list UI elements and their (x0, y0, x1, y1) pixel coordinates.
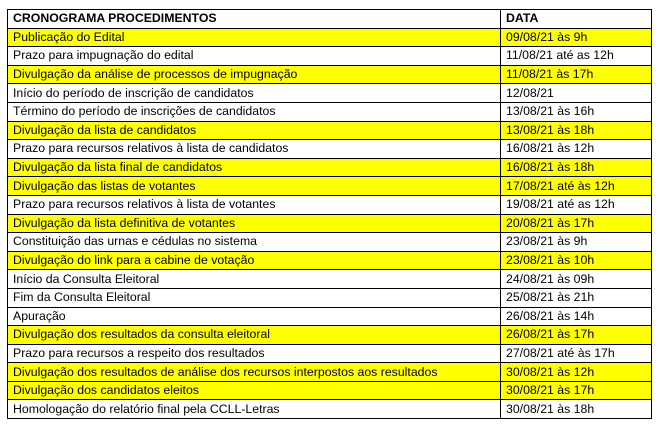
procedure-cell: Fim da Consulta Eleitoral (7, 287, 501, 308)
table-row: Homologação do relatório final pela CCLL… (7, 399, 652, 420)
date-cell: 30/08/21 às 17h (500, 380, 652, 401)
schedule-table: CRONOGRAMA PROCEDIMENTOS DATA Publicação… (7, 9, 652, 420)
procedure-cell: Prazo para recursos a respeito dos resul… (7, 343, 501, 364)
date-cell: 09/08/21 às 9h (500, 27, 652, 48)
table-header-row: CRONOGRAMA PROCEDIMENTOS DATA (7, 9, 652, 29)
date-cell: 13/08/21 às 18h (500, 120, 652, 141)
procedure-cell: Divulgação da lista de candidatos (7, 120, 501, 141)
header-date: DATA (500, 9, 652, 29)
date-cell: 11/08/21 até as 12h (500, 46, 652, 66)
date-cell: 20/08/21 às 17h (500, 213, 652, 234)
date-cell: 30/08/21 às 12h (500, 362, 652, 382)
table-row: Publicação do Edital 09/08/21 às 9h (7, 27, 652, 48)
date-cell: 24/08/21 às 09h (500, 269, 652, 289)
table-row: Início do período de inscrição de candid… (7, 83, 652, 103)
procedure-cell: Término do período de inscrições de cand… (7, 101, 501, 122)
date-cell: 16/08/21 às 18h (500, 157, 652, 178)
table-row: Divulgação das listas de votantes 17/08/2… (7, 176, 652, 196)
date-cell: 23/08/21 às 9h (500, 232, 652, 252)
table-row: Divulgação dos resultados de análise dos… (7, 362, 652, 382)
date-cell: 30/08/21 às 18h (500, 399, 652, 420)
date-cell: 26/08/21 às 14h (500, 306, 652, 327)
date-cell: 13/08/21 às 16h (500, 101, 652, 122)
procedure-cell: Divulgação da lista final de candidatos (7, 157, 501, 178)
procedure-cell: Prazo para impugnação do edital (7, 46, 501, 66)
procedure-cell: Divulgação da lista definitiva de votant… (7, 213, 501, 234)
date-cell: 17/08/21 até às 12h (500, 176, 652, 196)
table-row: Prazo para recursos relativos à lista de… (7, 139, 652, 159)
date-cell: 11/08/21 às 17h (500, 64, 652, 85)
procedure-cell: Divulgação do link para a cabine de vota… (7, 250, 501, 271)
table-row: Fim da Consulta Eleitoral 25/08/21 às 21h (7, 287, 652, 308)
procedure-cell: Início da Consulta Eleitoral (7, 269, 501, 289)
table-row: Prazo para recursos relativos à lista de… (7, 194, 652, 215)
procedure-cell: Constituição das urnas e cédulas no sist… (7, 232, 501, 252)
procedure-cell: Divulgação da análise de processos de im… (7, 64, 501, 85)
procedure-cell: Divulgação dos candidatos eleitos (7, 380, 501, 401)
procedure-cell: Divulgação das listas de votantes (7, 176, 501, 196)
table-row: Divulgação da análise de processos de im… (7, 64, 652, 85)
procedure-cell: Publicação do Edital (7, 27, 501, 48)
table-row: Prazo para recursos a respeito dos resul… (7, 343, 652, 364)
table-row: Divulgação do link para a cabine de vota… (7, 250, 652, 271)
table-row: Término do período de inscrições de cand… (7, 101, 652, 122)
table-row: Prazo para impugnação do edital 11/08/21 … (7, 46, 652, 66)
date-cell: 16/08/21 às 12h (500, 139, 652, 159)
procedure-cell: Divulgação dos resultados de análise dos… (7, 362, 501, 382)
procedure-cell: Prazo para recursos relativos à lista de… (7, 194, 501, 215)
date-cell: 12/08/21 (500, 83, 652, 103)
table-row: Divulgação da lista final de candidatos 1… (7, 157, 652, 178)
procedure-cell: Início do período de inscrição de candid… (7, 83, 501, 103)
procedure-cell: Prazo para recursos relativos à lista de… (7, 139, 501, 159)
date-cell: 27/08/21 até às 17h (500, 343, 652, 364)
header-procedure: CRONOGRAMA PROCEDIMENTOS (7, 9, 501, 29)
schedule-table-body: CRONOGRAMA PROCEDIMENTOS DATA Publicação… (7, 9, 652, 420)
date-cell: 23/08/21 às 10h (500, 250, 652, 271)
table-row: Apuração 26/08/21 às 14h (7, 306, 652, 327)
table-row: Constituição das urnas e cédulas no sist… (7, 232, 652, 252)
procedure-cell: Homologação do relatório final pela CCLL… (7, 399, 501, 420)
date-cell: 26/08/21 às 17h (500, 325, 652, 345)
table-row: Divulgação dos candidatos eleitos 30/08/2… (7, 380, 652, 401)
procedure-cell: Apuração (7, 306, 501, 327)
table-row: Divulgação da lista definitiva de votant… (7, 213, 652, 234)
procedure-cell: Divulgação dos resultados da consulta el… (7, 325, 501, 345)
date-cell: 19/08/21 até as 12h (500, 194, 652, 215)
table-row: Divulgação da lista de candidatos 13/08/2… (7, 120, 652, 141)
date-cell: 25/08/21 às 21h (500, 287, 652, 308)
table-row: Início da Consulta Eleitoral 24/08/21 às … (7, 269, 652, 289)
table-row: Divulgação dos resultados da consulta el… (7, 325, 652, 345)
